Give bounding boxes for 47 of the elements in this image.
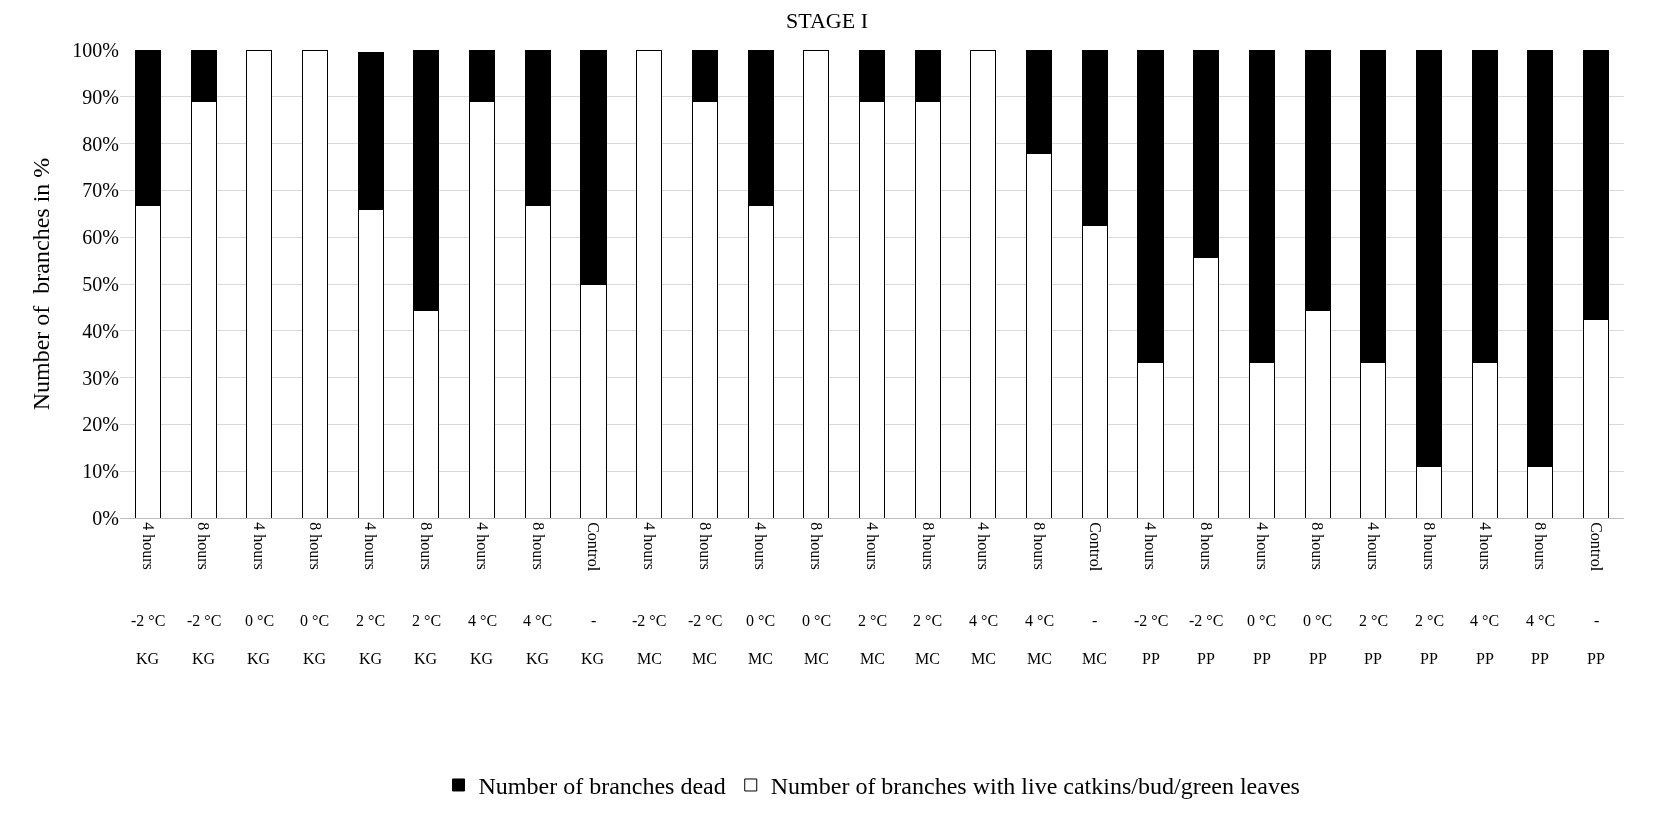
category-label: 4 hours 2 °C MC	[858, 522, 888, 667]
category-label: 8 hours 2 °C MC	[913, 522, 943, 667]
category-label: 4 hours 0 °C PP	[1247, 522, 1277, 667]
y-tick-label: 90%	[82, 85, 119, 108]
category-label: 8 hours -2 °C KG	[187, 522, 222, 667]
category-label: 8 hours -2 °C MC	[688, 522, 723, 667]
bar	[246, 50, 273, 518]
category-label: 4 hours -2 °C MC	[632, 522, 667, 667]
chart-title: STAGE I	[786, 7, 868, 33]
y-tick-label: 70%	[82, 179, 119, 202]
category-label: 4 hours 2 °C KG	[356, 522, 386, 667]
y-tick-label: 80%	[82, 132, 119, 155]
y-tick-label: 50%	[82, 273, 119, 295]
legend-label: Number of branches with live catkins/bud/green leaves	[770, 773, 1300, 800]
y-tick-label: 60%	[82, 226, 119, 249]
category-label: 8 hours 4 °C KG	[523, 522, 553, 667]
category-label: 4 hours 4 °C KG	[468, 522, 498, 667]
bar	[970, 50, 997, 518]
bar	[803, 50, 830, 518]
category-label: 4 hours 4 °C MC	[969, 522, 999, 667]
category-label: Control - PP	[1587, 522, 1605, 667]
category-label: Control - KG	[581, 522, 605, 667]
category-label: Control - MC	[1082, 522, 1107, 667]
category-label: 8 hours 4 °C MC	[1025, 522, 1055, 667]
y-tick-label: 40%	[82, 319, 119, 342]
y-tick-label: 20%	[82, 413, 119, 436]
category-label: 4 hours 4 °C PP	[1470, 522, 1500, 667]
y-tick-label: 100%	[72, 39, 119, 61]
legend-label: Number of branches dead	[478, 773, 726, 800]
category-label: 4 hours 2 °C PP	[1359, 522, 1389, 667]
category-label: 8 hours 4 °C PP	[1526, 522, 1556, 667]
category-label: 4 hours 0 °C MC	[746, 522, 776, 667]
category-label: 4 hours 0 °C KG	[245, 522, 275, 667]
category-label: 8 hours 2 °C PP	[1415, 522, 1445, 667]
bar	[636, 50, 663, 518]
category-label: 8 hours 2 °C KG	[412, 522, 442, 667]
bar	[301, 50, 328, 518]
category-label: 8 hours 0 °C PP	[1303, 522, 1333, 667]
category-label: 8 hours 0 °C KG	[300, 522, 330, 667]
category-label: 8 hours 0 °C MC	[802, 522, 832, 667]
y-tick-label: 10%	[82, 460, 119, 483]
category-label: 8 hours -2 °C PP	[1189, 522, 1224, 667]
category-label: 4 hours -2 °C PP	[1134, 522, 1169, 667]
y-tick-label: 0%	[92, 507, 119, 529]
y-axis-title: Number of branches in %	[28, 157, 55, 411]
y-tick-label: 30%	[82, 366, 119, 389]
category-label: 4 hours -2 °C KG	[131, 522, 166, 667]
